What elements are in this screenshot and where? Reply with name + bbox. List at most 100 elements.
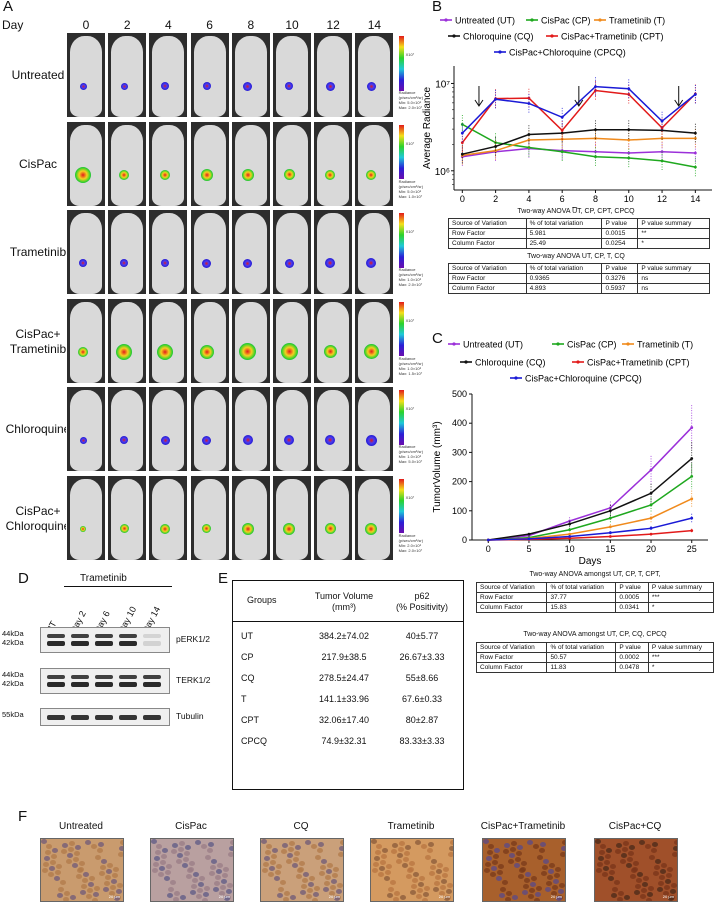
colorbar-legend-line: Max: 2.0×10⁷ <box>398 105 423 111</box>
mouse-silhouette <box>234 36 267 117</box>
data-point <box>608 525 612 529</box>
cell-nucleus <box>159 866 165 871</box>
cell-nucleus <box>559 883 565 888</box>
histology-image: 20 µm <box>482 838 566 902</box>
cell-nucleus <box>73 857 79 862</box>
cell-nucleus <box>43 862 49 867</box>
cell-nucleus <box>374 856 380 861</box>
cell-nucleus <box>541 871 547 876</box>
colorbar-legend: Radiance (p/sec/cm²/sr) Min: 5.0×10⁵ Max: 2… <box>399 90 439 110</box>
cell-nucleus <box>300 890 306 895</box>
cell-nucleus <box>230 840 233 845</box>
cell-nucleus <box>112 873 118 878</box>
mouse-silhouette <box>111 36 144 117</box>
cell-nucleus <box>528 894 534 899</box>
cell-nucleus <box>648 886 654 891</box>
colorbar-unit: X10⁷ <box>405 140 415 146</box>
cell-nucleus <box>69 841 75 846</box>
legend-marker <box>464 360 468 364</box>
blot-band <box>71 715 89 720</box>
cell-nucleus <box>63 897 69 901</box>
data-point <box>594 128 597 132</box>
cell-nucleus <box>666 873 672 878</box>
cell-nucleus <box>93 892 99 897</box>
mouse-silhouette <box>317 390 350 471</box>
cell-nucleus <box>227 883 233 888</box>
cell-nucleus <box>609 870 615 875</box>
cell-nucleus <box>57 893 63 898</box>
cell-nucleus <box>61 849 67 854</box>
cell-nucleus <box>671 883 677 888</box>
cell-nucleus <box>390 880 396 885</box>
anova-header-cell: % of total variation <box>546 582 617 593</box>
mouse-silhouette <box>111 301 144 383</box>
group-cell: UT <box>241 631 253 641</box>
cell-nucleus <box>518 874 524 879</box>
data-point <box>494 145 498 148</box>
cell-nucleus <box>561 846 565 851</box>
bioluminescence-signal <box>285 82 293 91</box>
mouse-image <box>272 386 312 472</box>
scale-bar-label: 20 µm <box>438 894 450 899</box>
radiance-colorbar <box>398 301 404 357</box>
series-line-0 <box>488 427 693 541</box>
cell-nucleus <box>514 863 520 868</box>
anova-header-cell: Source of Variation <box>475 582 548 593</box>
cell-nucleus <box>635 884 641 889</box>
mouse-silhouette <box>193 301 226 383</box>
cell-nucleus <box>283 897 289 901</box>
cell-nucleus <box>421 844 427 849</box>
data-point <box>527 133 531 136</box>
cell-nucleus <box>167 893 173 898</box>
cell-nucleus <box>498 864 504 869</box>
bioluminescence-signal <box>239 343 257 361</box>
data-point <box>627 92 631 96</box>
cell-nucleus <box>411 884 417 889</box>
cell-nucleus <box>396 859 402 864</box>
cell-nucleus <box>412 878 418 883</box>
x-tick-label: 20 <box>646 544 656 554</box>
mouse-image <box>107 32 148 118</box>
cell-nucleus <box>290 895 296 900</box>
legend-marker <box>444 18 448 22</box>
blot-target-label: Tubulin <box>176 711 204 721</box>
cell-nucleus <box>546 881 552 886</box>
cell-nucleus <box>386 864 392 869</box>
anova-header-cell: % of total variation <box>525 218 603 229</box>
cell-nucleus <box>101 859 107 864</box>
radiance-colorbar <box>398 390 404 445</box>
data-point <box>627 138 631 142</box>
cell-nucleus <box>560 852 565 857</box>
cell-nucleus <box>376 844 382 849</box>
cell-nucleus <box>54 876 60 881</box>
cell-nucleus <box>301 884 307 889</box>
row-label-5: CisPac+ Chloroquine <box>5 503 71 533</box>
histology-image: 20 µm <box>370 838 454 902</box>
cell-nucleus <box>512 895 518 900</box>
bioluminescence-signal <box>200 168 213 181</box>
cell-nucleus <box>485 862 491 867</box>
cell-nucleus <box>222 873 228 878</box>
cell-nucleus <box>643 876 649 881</box>
cell-nucleus <box>379 866 385 871</box>
anova-cell: 0.0341 <box>615 602 649 613</box>
summary-table-box: Groups Tumor Volume (mm³) p62 (% Positiv… <box>232 580 464 790</box>
data-point <box>693 151 697 155</box>
mouse-silhouette <box>111 478 144 560</box>
cell-nucleus <box>66 859 72 864</box>
cell-nucleus <box>553 879 559 884</box>
mouse-silhouette <box>358 124 391 206</box>
legend-label: Chloroquine (CQ) <box>463 32 534 42</box>
blot-band <box>95 715 113 720</box>
cell-nucleus <box>536 886 542 891</box>
mouse-image <box>230 386 271 472</box>
cell-nucleus <box>278 887 284 892</box>
series-line-1 <box>461 123 696 168</box>
bioluminescence-signal <box>325 435 336 446</box>
anova-cell: * <box>647 662 715 673</box>
cell-nucleus <box>633 861 639 866</box>
mouse-silhouette <box>70 301 102 383</box>
anova-header-cell: P value <box>615 582 649 593</box>
legend-entry-0: Untreated (UT) <box>440 16 515 26</box>
data-point <box>527 102 531 105</box>
